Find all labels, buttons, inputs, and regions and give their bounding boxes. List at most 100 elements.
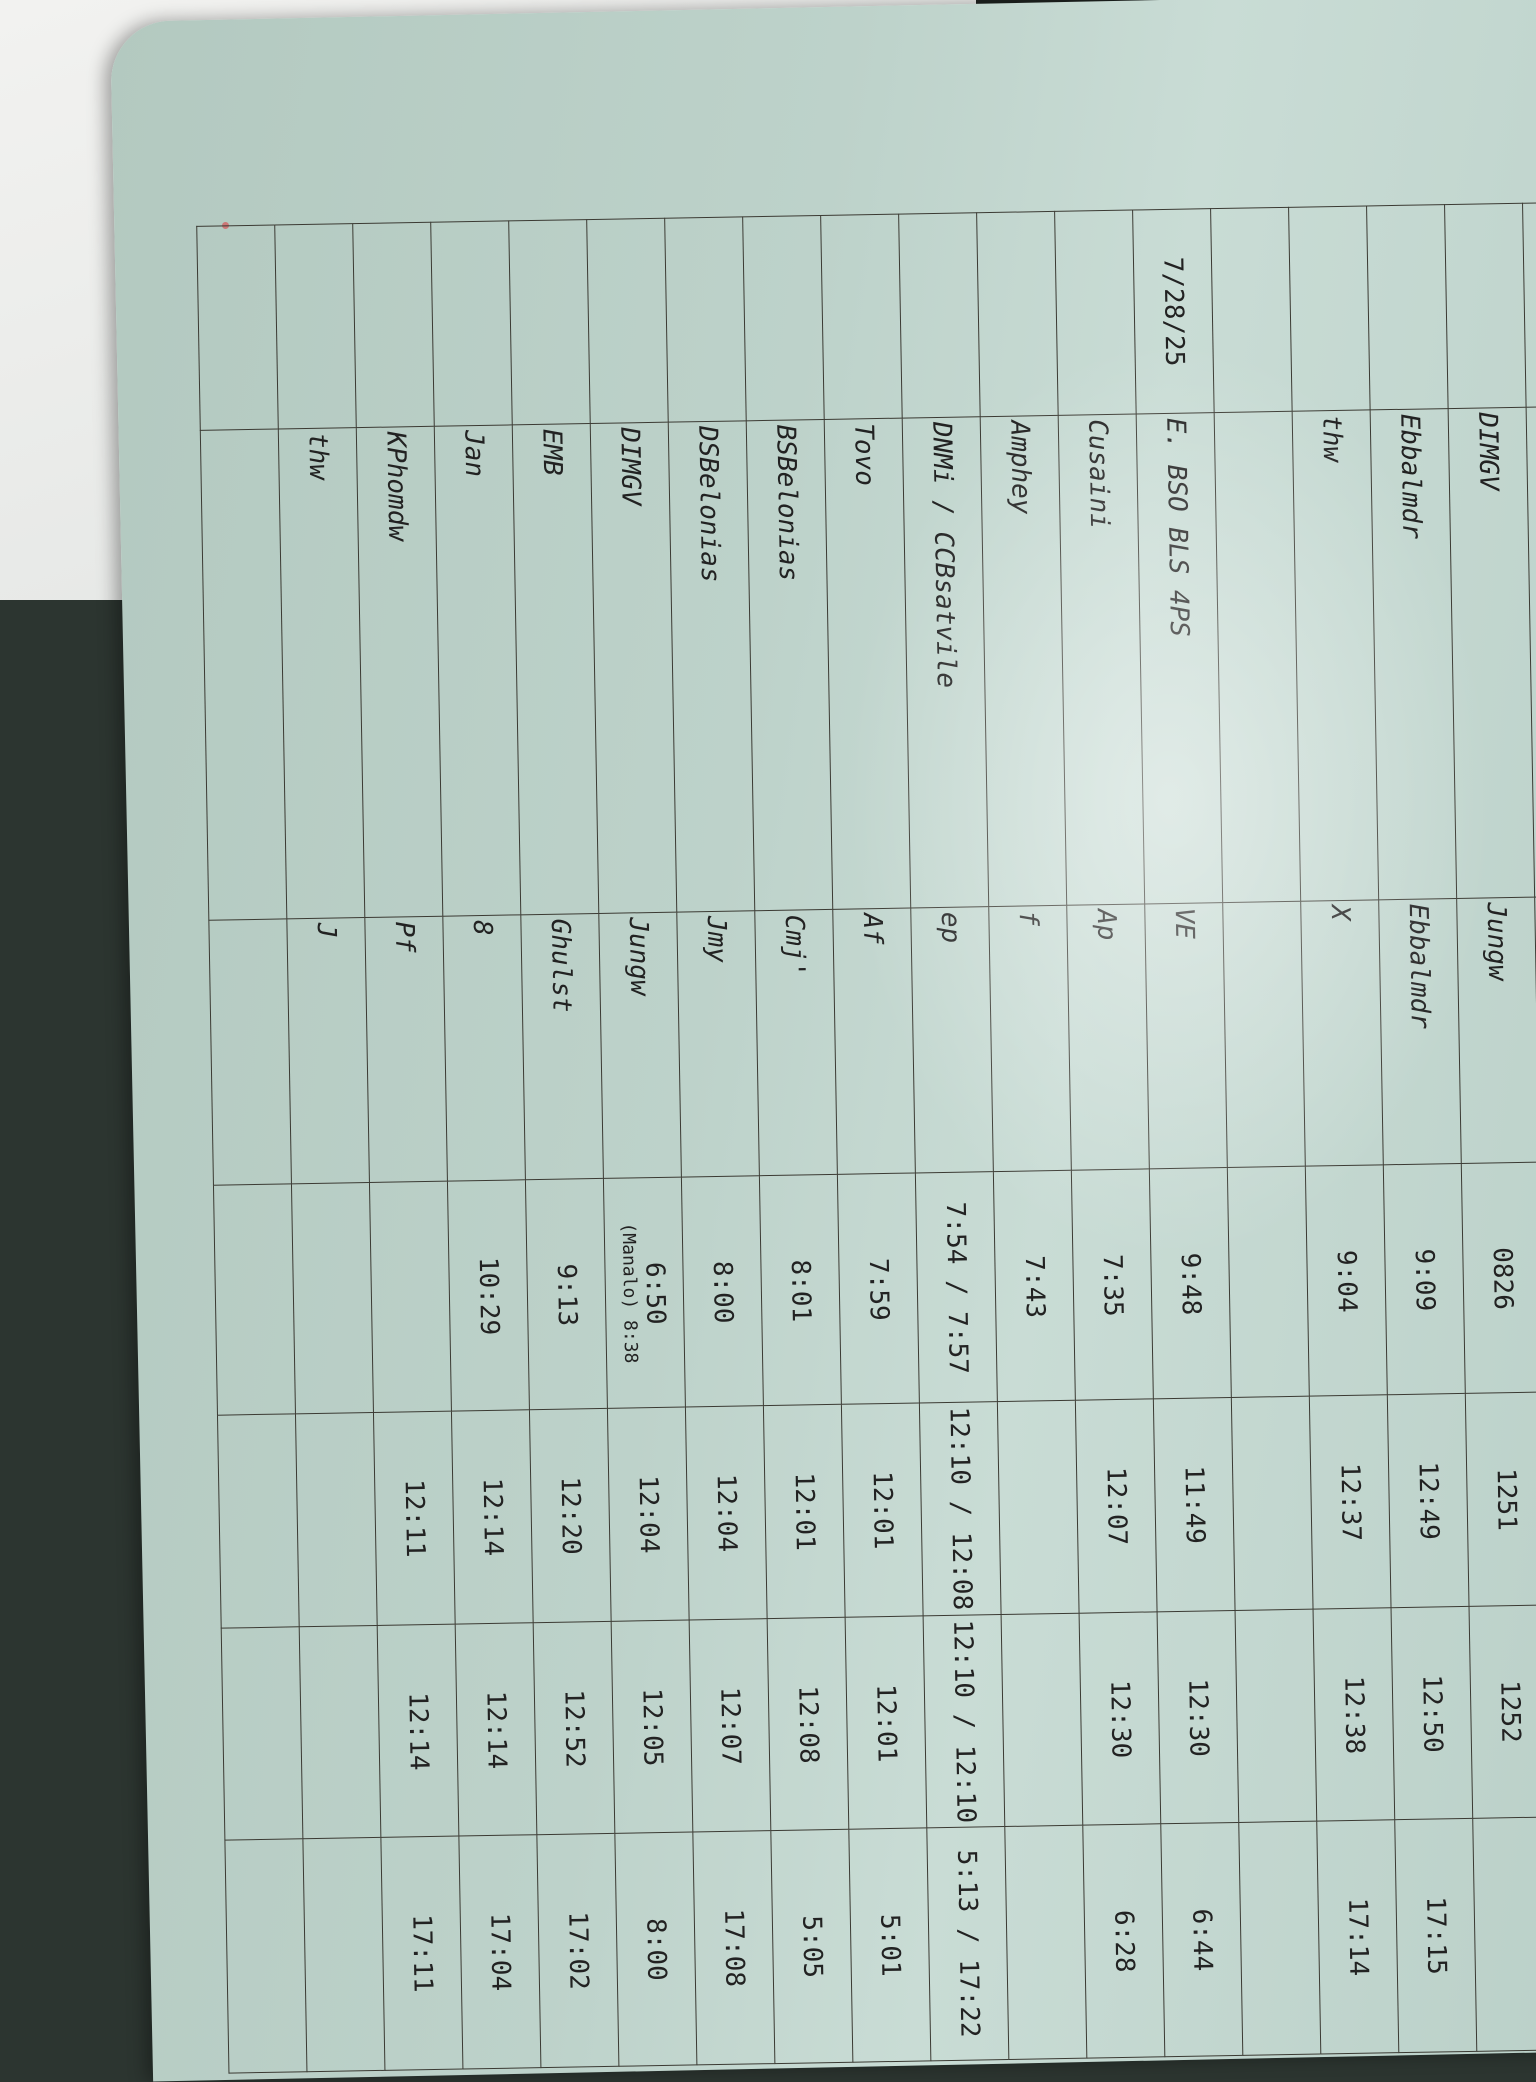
time-out-am-cell: 12:20 bbox=[529, 1408, 612, 1623]
time-out-pm-cell bbox=[1004, 1825, 1087, 2060]
time-in-am-cell bbox=[291, 1182, 374, 1415]
name-cell: KPhomdw bbox=[356, 425, 443, 918]
date-cell bbox=[820, 214, 903, 420]
date-cell bbox=[898, 212, 981, 418]
ink-dot bbox=[222, 222, 229, 229]
time-in-am-cell: 6:50 (Manalo) 8:38 bbox=[603, 1177, 686, 1409]
date-cell bbox=[274, 223, 357, 429]
name-text: Jan bbox=[458, 429, 490, 477]
name-cell: DNMi / CCBsatvile bbox=[902, 416, 989, 908]
time-in-pm-cell bbox=[221, 1626, 303, 1841]
time-in-am-cell: 9:48 bbox=[1149, 1167, 1232, 1400]
time-in-pm-cell: 12:14 bbox=[377, 1623, 459, 1838]
time-out-pm-text: 17:14 bbox=[1342, 1897, 1374, 1977]
time-out-am-cell: 12:37 bbox=[1309, 1395, 1392, 1610]
date-cell bbox=[430, 220, 513, 426]
time-in-pm-cell: 1252 bbox=[1469, 1604, 1536, 1819]
time-out-am-text: 12:01 bbox=[788, 1472, 820, 1552]
time-in-am-cell: 8:00 bbox=[681, 1175, 764, 1408]
time-in-pm-cell: 12:10 / 12:10 bbox=[923, 1614, 1005, 1829]
time-in-pm-cell: 12:05 bbox=[611, 1619, 693, 1834]
time-out-pm-text: 17:15 bbox=[1420, 1896, 1452, 1976]
date-cell bbox=[352, 222, 435, 428]
name-cell bbox=[1214, 410, 1301, 903]
time-in-am-cell: 7:54 / 7:57 bbox=[915, 1171, 998, 1404]
time-in-pm-cell bbox=[1235, 1609, 1317, 1823]
time-out-am-cell: 12:49 bbox=[1387, 1393, 1470, 1608]
time-out-am-cell bbox=[997, 1400, 1080, 1615]
time-in-am-text: 9:09 bbox=[1408, 1247, 1440, 1311]
time-out-am-cell: 11:49 bbox=[1153, 1397, 1236, 1612]
time-in-pm-cell: 12:01 bbox=[845, 1615, 927, 1830]
name-cell: EMB bbox=[512, 423, 599, 915]
signature-cell: Ghulst bbox=[520, 913, 604, 1181]
name-cell: DIMGV bbox=[1448, 406, 1535, 899]
time-in-am-cell: 10:29 bbox=[447, 1180, 530, 1412]
time-in-am-cell: 7:35 bbox=[1071, 1169, 1154, 1401]
name-cell: thw bbox=[1292, 409, 1379, 902]
signature-text: Ap bbox=[1090, 908, 1122, 941]
time-out-am-text: 12:07 bbox=[1100, 1466, 1132, 1546]
signature-text: 8 bbox=[466, 919, 498, 936]
time-in-pm-text: 12:14 bbox=[480, 1690, 512, 1769]
name-cell: Amphey bbox=[980, 415, 1067, 907]
time-out-pm-text: 6:44 bbox=[1186, 1908, 1218, 1972]
time-out-pm-cell: 17:02 bbox=[536, 1833, 619, 2068]
time-in-pm-text: 12:10 / 12:10 bbox=[947, 1619, 981, 1824]
time-out-pm-cell bbox=[302, 1837, 385, 2072]
signature-cell: f bbox=[988, 905, 1072, 1172]
signature-text: Cmj' bbox=[778, 914, 810, 978]
time-out-am-cell: 12:10 / 12:08 bbox=[919, 1401, 1002, 1616]
date-text: 7/28/25 bbox=[1157, 256, 1190, 367]
signature-text: VE bbox=[1168, 907, 1200, 940]
name-text: Amphey bbox=[1004, 419, 1036, 515]
name-text: DNMi / CCBsatvile bbox=[926, 421, 961, 688]
time-in-pm-text: 12:38 bbox=[1338, 1675, 1370, 1754]
time-out-am-cell: 12:01 bbox=[763, 1404, 846, 1619]
time-in-am-text: 7:54 / 7:57 bbox=[939, 1201, 973, 1374]
time-out-pm-cell: 8:00 bbox=[614, 1832, 697, 2067]
signature-cell: Cmj' bbox=[754, 909, 838, 1176]
time-out-am-cell: 1251 bbox=[1465, 1392, 1536, 1607]
time-in-am-text: 6:50 bbox=[639, 1261, 671, 1325]
signature-text: Af bbox=[856, 912, 888, 945]
time-in-am-cell: 9:09 bbox=[1383, 1163, 1466, 1396]
time-in-pm-text: 12:07 bbox=[714, 1686, 746, 1765]
name-cell: Jan bbox=[434, 424, 521, 917]
signature-cell bbox=[208, 918, 292, 1186]
time-in-am-cell: 7:43 bbox=[993, 1170, 1076, 1402]
name-cell: Ebbalmdr bbox=[1370, 408, 1457, 900]
date-cell bbox=[1288, 205, 1371, 411]
time-out-pm-text: 17:08 bbox=[718, 1908, 750, 1988]
signature-cell: Pf bbox=[364, 916, 448, 1183]
time-out-pm-text: 5:13 / 17:22 bbox=[951, 1849, 985, 2039]
time-in-pm-text: 12:05 bbox=[636, 1687, 668, 1767]
signature-text: f bbox=[1012, 910, 1044, 927]
time-out-pm-cell: 17:14 bbox=[1316, 1820, 1399, 2055]
time-in-pm-cell: 12:07 bbox=[689, 1618, 771, 1833]
time-out-am-text: 12:11 bbox=[398, 1479, 430, 1558]
attendance-log-table: 8:0912:0912:545:09EcksaiahGu8:1412:1612:… bbox=[196, 200, 1536, 2074]
time-in-am-text: 7:59 bbox=[862, 1257, 894, 1321]
time-in-am-cell: 9:13 bbox=[525, 1178, 608, 1411]
time-in-am-cell: 9:04 bbox=[1305, 1165, 1388, 1397]
time-in-pm-cell: 12:14 bbox=[455, 1622, 537, 1837]
time-out-pm-cell: 6:44 bbox=[1160, 1822, 1243, 2057]
time-in-pm-text: 12:08 bbox=[792, 1684, 824, 1764]
time-note: (Manalo) 8:38 bbox=[617, 1222, 642, 1364]
time-in-am-cell: 7:59 bbox=[837, 1173, 920, 1405]
name-text: BSBelonias bbox=[770, 424, 804, 582]
name-cell: DIMGV bbox=[590, 421, 677, 914]
time-in-pm-text: 12:14 bbox=[402, 1691, 434, 1771]
signature-cell: J bbox=[286, 917, 370, 1185]
signature-text: J bbox=[310, 922, 342, 939]
name-text: thw bbox=[1316, 414, 1348, 462]
time-out-am-text: 12:49 bbox=[1412, 1461, 1444, 1541]
time-in-am-text: 7:35 bbox=[1096, 1253, 1128, 1317]
signature-cell: Jmy bbox=[676, 910, 760, 1178]
time-out-am-cell bbox=[217, 1414, 300, 1629]
name-text: Tovo bbox=[848, 422, 880, 486]
time-out-am-cell bbox=[1231, 1396, 1314, 1611]
time-in-pm-text: 12:30 bbox=[1104, 1679, 1136, 1759]
signature-text: Jmy bbox=[700, 915, 732, 964]
